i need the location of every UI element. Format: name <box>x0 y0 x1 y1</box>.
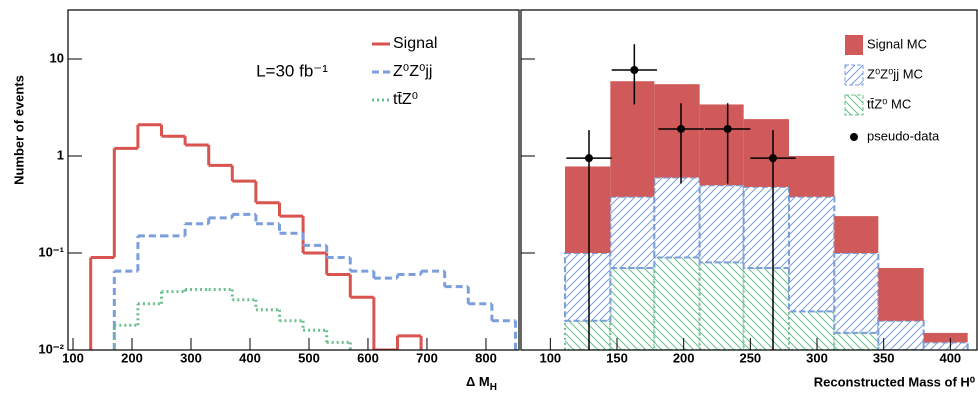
annotation: L=30 fb⁻¹ <box>256 61 328 80</box>
x-axis-title: Reconstructed Mass of H⁰ <box>814 374 976 389</box>
stacked-bar <box>565 166 611 253</box>
frame <box>520 9 978 351</box>
legend-swatch <box>844 94 864 116</box>
legend-label: Z⁰Z⁰jj MC <box>867 66 923 81</box>
stacked-bar <box>609 195 656 270</box>
x-tick-label: 100 <box>62 350 84 365</box>
y-tick-label: 10⁻² <box>38 341 64 356</box>
x-tick-label: 250 <box>739 350 761 365</box>
data-point <box>723 124 732 133</box>
data-point <box>630 66 639 75</box>
data-point <box>769 154 777 163</box>
x-tick-label: 400 <box>239 350 261 365</box>
x-tick-label: 150 <box>606 350 628 365</box>
stacked-bar <box>789 155 835 197</box>
y-tick-label: 10 <box>50 50 64 65</box>
data-point <box>585 154 593 163</box>
legend-label: tt̄Z⁰ MC <box>867 96 911 111</box>
x-tick-label: 700 <box>416 350 438 365</box>
y-tick-label: 1 <box>57 147 64 162</box>
x-tick-label: 500 <box>298 350 320 365</box>
stacked-bar <box>834 216 879 253</box>
legend-marker <box>850 133 858 141</box>
stacked-bar <box>609 267 656 350</box>
stacked-bar <box>698 261 745 350</box>
stacked-bar <box>742 267 791 350</box>
x-title-sub: H <box>490 382 497 393</box>
x-tick-label: 600 <box>357 350 379 365</box>
stacked-bar <box>742 185 791 270</box>
x-tick-label: 400 <box>939 350 961 365</box>
data-point <box>677 124 685 133</box>
x-tick-label: 200 <box>673 350 695 365</box>
legend-label: pseudo-data <box>867 128 940 143</box>
x-axis-title: Δ MH <box>466 374 497 392</box>
x-tick-label: 350 <box>873 350 895 365</box>
x-tick-label: 200 <box>121 350 143 365</box>
stacked-bar <box>788 195 836 313</box>
legend-label: tt̄Z⁰ <box>393 91 418 108</box>
x-tick-label: 300 <box>806 350 828 365</box>
x-tick-label: 300 <box>180 350 202 365</box>
legend-label: Z⁰Z⁰jj <box>393 63 432 80</box>
stacked-bar <box>833 251 880 334</box>
stacked-bar <box>653 256 701 350</box>
stacked-bar <box>653 176 701 259</box>
stacked-bar <box>610 81 655 197</box>
x-tick-label: 800 <box>475 350 497 365</box>
stacked-bar <box>564 319 612 350</box>
stacked-bar <box>923 332 968 343</box>
plot-area <box>564 44 969 350</box>
stacked-bar <box>877 319 925 350</box>
stacked-bar <box>654 84 700 178</box>
legend-swatch <box>845 35 863 55</box>
stacked-bar <box>699 104 744 186</box>
stacked-bar <box>564 251 612 322</box>
stacked-bar <box>833 331 880 350</box>
y-tick-label: 10⁻¹ <box>38 244 64 259</box>
stacked-bar <box>788 310 836 350</box>
stacked-bar <box>878 268 924 321</box>
stacked-bar <box>743 119 789 187</box>
plot-area <box>89 123 517 350</box>
x-title-main: Δ M <box>466 374 490 389</box>
x-tick-label: 100 <box>539 350 561 365</box>
frame <box>67 9 520 351</box>
legend-label: Signal MC <box>867 36 927 51</box>
stacked-bar <box>698 184 745 264</box>
y-axis-title: Number of events <box>11 75 26 185</box>
legend-swatch <box>844 64 864 86</box>
legend-label: Signal <box>393 35 437 52</box>
